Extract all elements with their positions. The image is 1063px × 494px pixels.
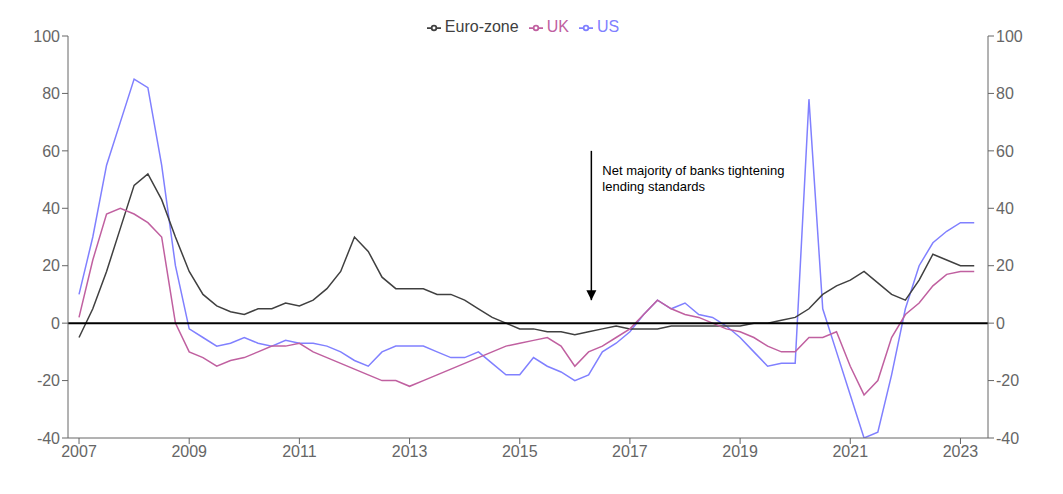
html-text:US: US <box>596 18 620 35</box>
svg-text:2011: 2011 <box>282 443 317 460</box>
svg-text:-40: -40 <box>996 430 1019 447</box>
html-text:Euro-zone: Euro-zone <box>444 18 519 35</box>
svg-text:2021: 2021 <box>832 443 868 460</box>
svg-text:Net majority of banks tighteni: Net majority of banks tighteninglending … <box>602 163 784 194</box>
svg-text:40: 40 <box>996 200 1014 217</box>
svg-text:100: 100 <box>996 28 1023 45</box>
svg-text:80: 80 <box>42 85 60 102</box>
svg-text:20: 20 <box>42 257 60 274</box>
svg-text:60: 60 <box>42 143 60 160</box>
svg-text:60: 60 <box>996 143 1014 160</box>
svg-text:20: 20 <box>996 257 1014 274</box>
svg-text:2023: 2023 <box>943 443 979 460</box>
svg-text:2007: 2007 <box>61 443 97 460</box>
svg-text:2013: 2013 <box>392 443 428 460</box>
svg-text:2017: 2017 <box>612 443 648 460</box>
svg-text:-20: -20 <box>996 372 1019 389</box>
svg-text:40: 40 <box>42 200 60 217</box>
svg-text:-40: -40 <box>37 430 60 447</box>
svg-text:100: 100 <box>33 28 60 45</box>
svg-text:0: 0 <box>996 315 1005 332</box>
html-text:UK: UK <box>546 18 569 35</box>
svg-text:80: 80 <box>996 85 1014 102</box>
svg-text:2019: 2019 <box>722 443 758 460</box>
svg-text:0: 0 <box>51 315 60 332</box>
svg-text:2009: 2009 <box>171 443 207 460</box>
svg-text:-20: -20 <box>37 372 60 389</box>
svg-text:2015: 2015 <box>502 443 538 460</box>
